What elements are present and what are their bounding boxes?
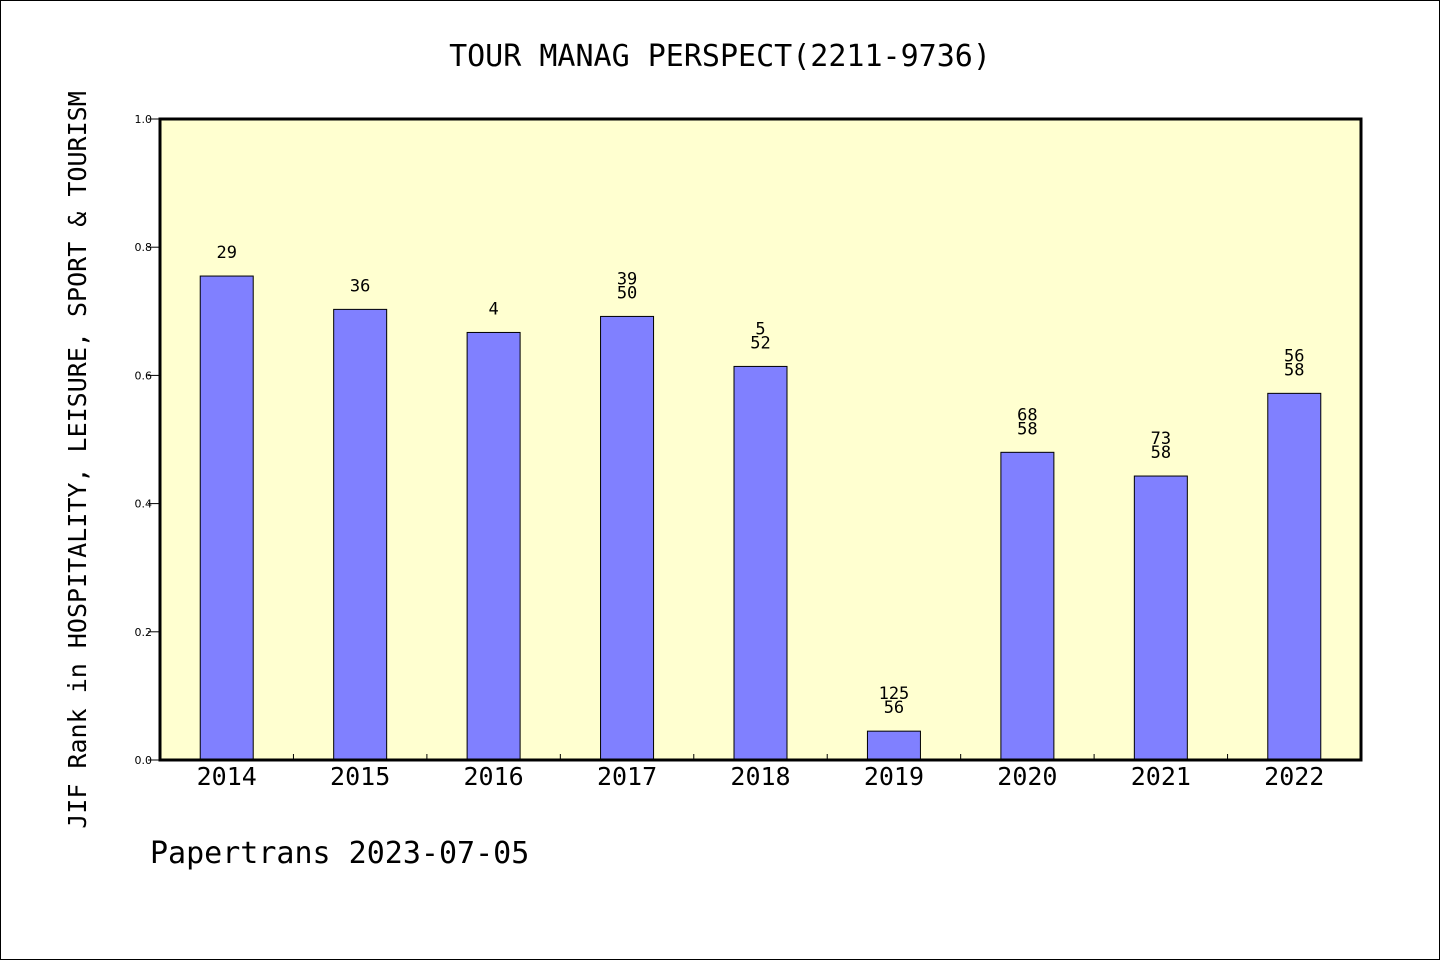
bar-data-label: 73 — [1151, 429, 1171, 449]
bar-2016 — [466, 331, 521, 761]
bar-2020 — [1000, 451, 1055, 761]
bar-data-label: 125 — [879, 684, 910, 704]
bar-data-label: 58 — [1284, 360, 1304, 380]
bar-data-label: 36 — [350, 276, 370, 296]
bar-2021 — [1133, 475, 1188, 761]
x-tick-label: 2018 — [730, 762, 790, 791]
bar-data-label: 58 — [1017, 419, 1037, 439]
bar-data-label: 39 — [617, 269, 637, 289]
bar-2018 — [733, 365, 788, 761]
y-axis-label: JIF Rank in HOSPITALITY, LEISURE, SPORT … — [63, 91, 92, 829]
bar-2022 — [1267, 392, 1322, 761]
x-tick-label: 2021 — [1131, 762, 1191, 791]
bar-2015 — [333, 308, 388, 761]
bar-data-label: 50 — [617, 283, 637, 303]
bar-data-label: 56 — [1284, 346, 1304, 366]
x-tick-label: 2014 — [197, 762, 257, 791]
chart-title: TOUR MANAG PERSPECT(2211-9736) — [449, 39, 991, 74]
bar-data-label: 58 — [1151, 443, 1171, 463]
x-tick-label: 2016 — [464, 762, 524, 791]
plot-border — [158, 117, 1363, 762]
y-tick-label: 0.4 — [135, 498, 153, 511]
bar-data-label: 5 — [755, 319, 765, 339]
ticks-layer: 0.0 0.2 0.4 0.6 0.8 1.0 2014 29 2015 36 2016 4 2017 3… — [135, 113, 1325, 791]
bar-data-label: 4 — [488, 299, 498, 319]
bars-layer — [199, 275, 1322, 761]
bar-2014 — [199, 275, 254, 761]
y-tick-label: 0.0 — [135, 754, 153, 767]
x-tick-label: 2015 — [330, 762, 390, 791]
y-tick-label: 0.6 — [135, 369, 153, 382]
y-tick-label: 1.0 — [135, 113, 153, 126]
x-tick-label: 2019 — [864, 762, 924, 791]
bar-2019 — [866, 730, 921, 761]
y-tick-label: 0.8 — [135, 241, 153, 254]
bar-data-label: 52 — [750, 333, 770, 353]
bar-data-label: 56 — [884, 698, 904, 718]
footer-text: Papertrans 2023-07-05 — [150, 836, 529, 871]
y-tick-label: 0.2 — [135, 626, 153, 639]
x-tick-label: 2017 — [597, 762, 657, 791]
x-tick-label: 2020 — [997, 762, 1057, 791]
bar-data-label: 29 — [216, 243, 236, 263]
bar-data-label: 68 — [1017, 405, 1037, 425]
bar-2017 — [600, 315, 655, 761]
x-tick-label: 2022 — [1264, 762, 1324, 791]
